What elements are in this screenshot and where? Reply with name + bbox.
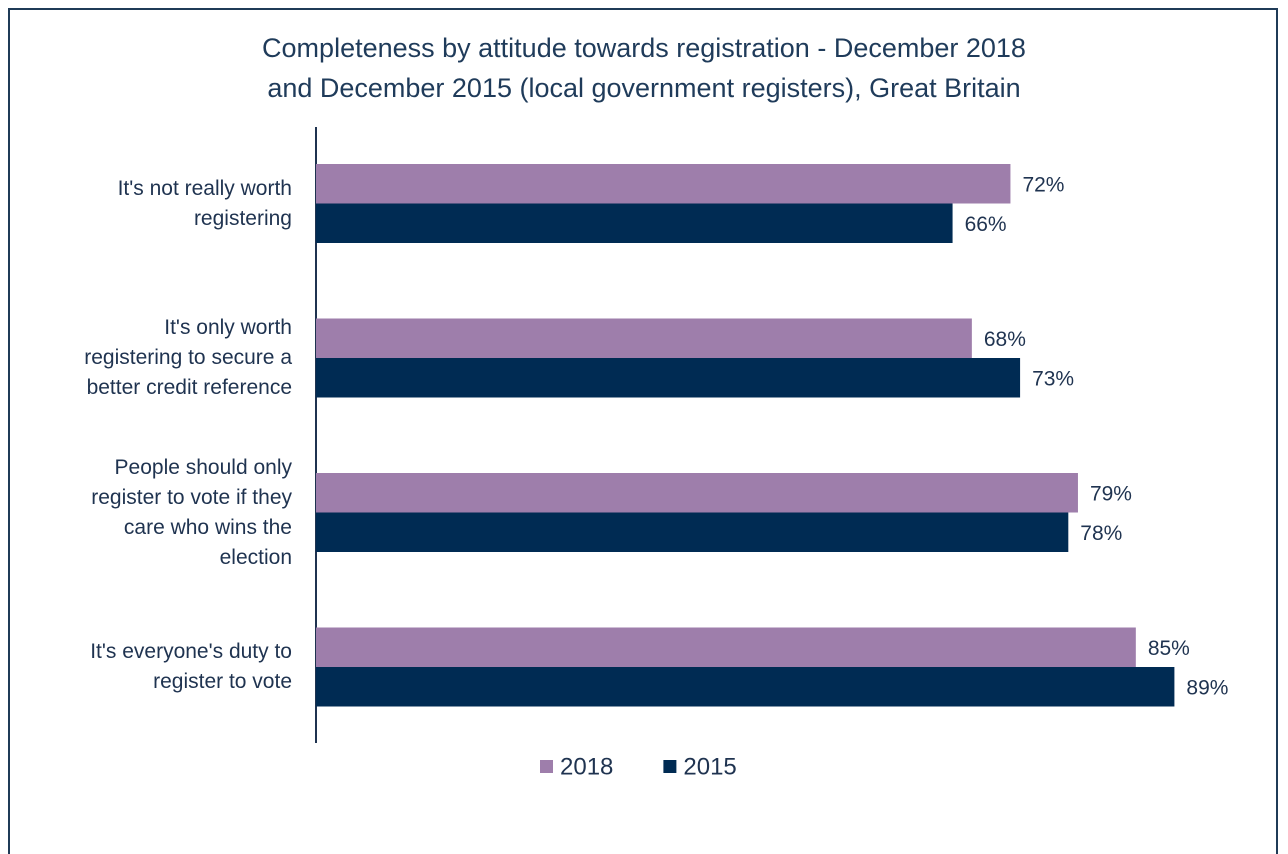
- bar: [316, 164, 1011, 204]
- category-label: It's not really worth registering: [117, 176, 292, 230]
- bar: [316, 318, 972, 358]
- category-label: People should only register to vote if t…: [91, 455, 292, 569]
- value-label: 66%: [965, 213, 1007, 236]
- value-label: 85%: [1148, 637, 1190, 660]
- category-label: It's everyone's duty to register to vote: [90, 640, 292, 693]
- value-label: 68%: [984, 328, 1026, 351]
- value-label: 79%: [1090, 482, 1132, 505]
- value-label: 89%: [1186, 676, 1228, 699]
- category-label: It's only worth registering to secure a …: [84, 316, 292, 399]
- value-label: 73%: [1032, 367, 1074, 390]
- chart-title: Completeness by attitude towards registr…: [262, 33, 1026, 103]
- legend-label: 2015: [683, 753, 736, 780]
- legend-label: 2018: [560, 753, 613, 780]
- frame: [8, 8, 1278, 854]
- bar: [316, 512, 1069, 552]
- bar: [316, 358, 1021, 398]
- bar: [316, 627, 1136, 667]
- bar: [316, 667, 1175, 707]
- legend-swatch: [540, 760, 553, 773]
- legend-swatch: [663, 760, 677, 773]
- bar: [316, 473, 1078, 513]
- value-label: 78%: [1080, 522, 1122, 545]
- bar: [316, 203, 953, 243]
- value-label: 72%: [1022, 173, 1064, 196]
